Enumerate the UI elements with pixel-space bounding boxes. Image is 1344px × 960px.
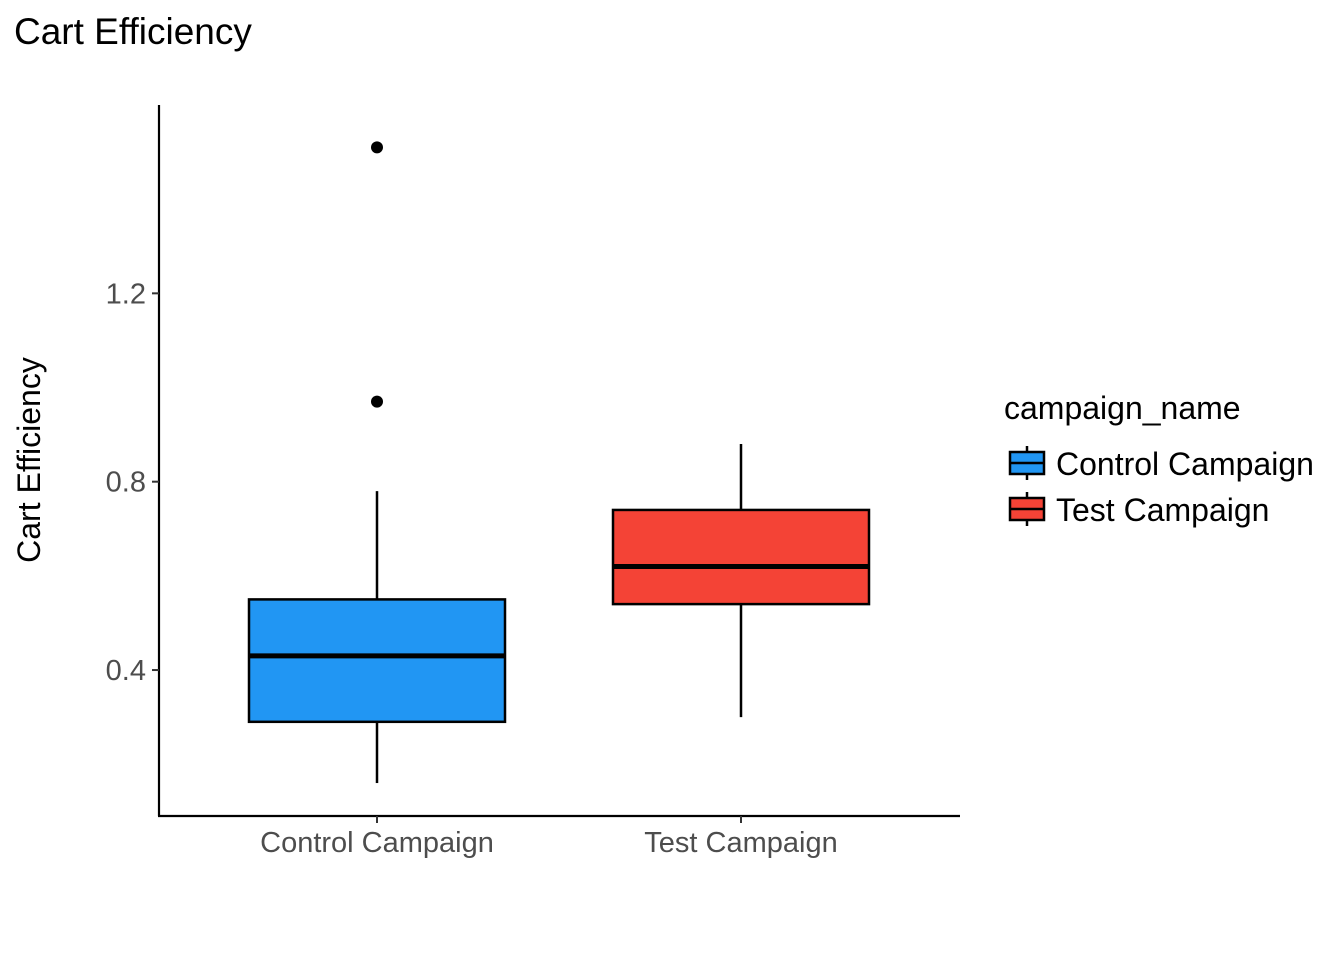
legend-label: Test Campaign	[1056, 492, 1269, 528]
box-control-campaign	[247, 141, 507, 784]
y-tick-label: 0.8	[106, 467, 146, 499]
x-tick-label: Control Campaign	[260, 827, 494, 859]
outlier-point	[371, 141, 383, 154]
x-ticks: Control Campaign Test Campaign	[260, 816, 838, 859]
y-axis-label: Cart Efficiency	[11, 357, 47, 563]
x-tick-label: Test Campaign	[644, 827, 837, 859]
y-tick-label: 1.2	[106, 278, 146, 310]
box-iqr	[611, 508, 871, 606]
y-tick-label: 0.4	[106, 655, 146, 687]
box-iqr	[247, 598, 507, 724]
y-ticks: 0.4 0.8 1.2	[106, 278, 159, 687]
outlier-point	[371, 395, 383, 408]
box-test-campaign	[611, 444, 871, 718]
legend: campaign_name Control Campaign Test Campa…	[1004, 390, 1314, 528]
legend-item: Test Campaign	[1008, 492, 1269, 528]
legend-items: Control Campaign Test Campaign	[1008, 446, 1314, 528]
plot-area	[247, 141, 871, 784]
legend-title: campaign_name	[1004, 390, 1241, 426]
legend-item: Control Campaign	[1008, 446, 1314, 482]
legend-label: Control Campaign	[1056, 446, 1314, 482]
chart-title: Cart Efficiency	[14, 11, 252, 52]
